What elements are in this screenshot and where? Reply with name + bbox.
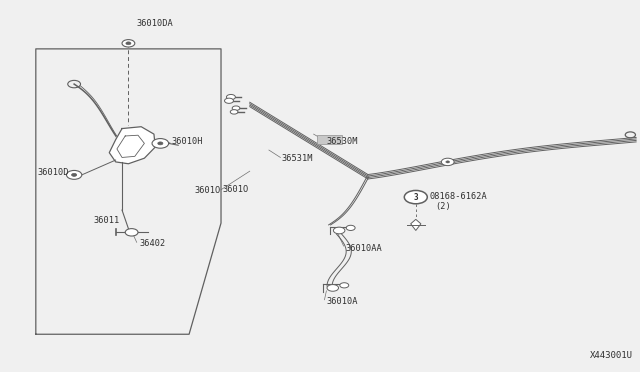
Circle shape bbox=[122, 39, 135, 47]
Text: 36402: 36402 bbox=[140, 239, 166, 248]
Circle shape bbox=[442, 158, 454, 166]
Text: 36531M: 36531M bbox=[282, 154, 313, 163]
Circle shape bbox=[67, 170, 82, 179]
Circle shape bbox=[446, 161, 450, 163]
Circle shape bbox=[72, 173, 77, 176]
Circle shape bbox=[126, 42, 131, 45]
Text: (2): (2) bbox=[435, 202, 451, 211]
Polygon shape bbox=[109, 127, 156, 164]
Circle shape bbox=[227, 94, 236, 100]
Text: 08168-6162A: 08168-6162A bbox=[430, 192, 488, 201]
Bar bbox=[317, 135, 342, 144]
Text: 3: 3 bbox=[413, 193, 418, 202]
Text: 3601O: 3601O bbox=[195, 186, 221, 195]
Text: 36010AA: 36010AA bbox=[346, 244, 382, 253]
Circle shape bbox=[230, 110, 238, 114]
Text: 36010H: 36010H bbox=[172, 137, 203, 147]
Circle shape bbox=[225, 98, 234, 103]
Circle shape bbox=[333, 227, 345, 234]
Circle shape bbox=[152, 138, 169, 148]
Circle shape bbox=[327, 285, 339, 291]
Circle shape bbox=[404, 190, 428, 204]
Text: X443001U: X443001U bbox=[590, 351, 633, 360]
Circle shape bbox=[232, 106, 240, 110]
Circle shape bbox=[340, 283, 349, 288]
Text: 36010D: 36010D bbox=[37, 168, 68, 177]
Text: 36011: 36011 bbox=[93, 216, 120, 225]
Text: 36010DA: 36010DA bbox=[137, 19, 173, 28]
Polygon shape bbox=[411, 219, 421, 231]
Circle shape bbox=[125, 229, 138, 236]
Text: 3601O: 3601O bbox=[222, 185, 248, 194]
Text: 36530M: 36530M bbox=[326, 137, 358, 146]
Text: 36010A: 36010A bbox=[326, 297, 358, 306]
Circle shape bbox=[158, 142, 163, 145]
Circle shape bbox=[346, 225, 355, 231]
